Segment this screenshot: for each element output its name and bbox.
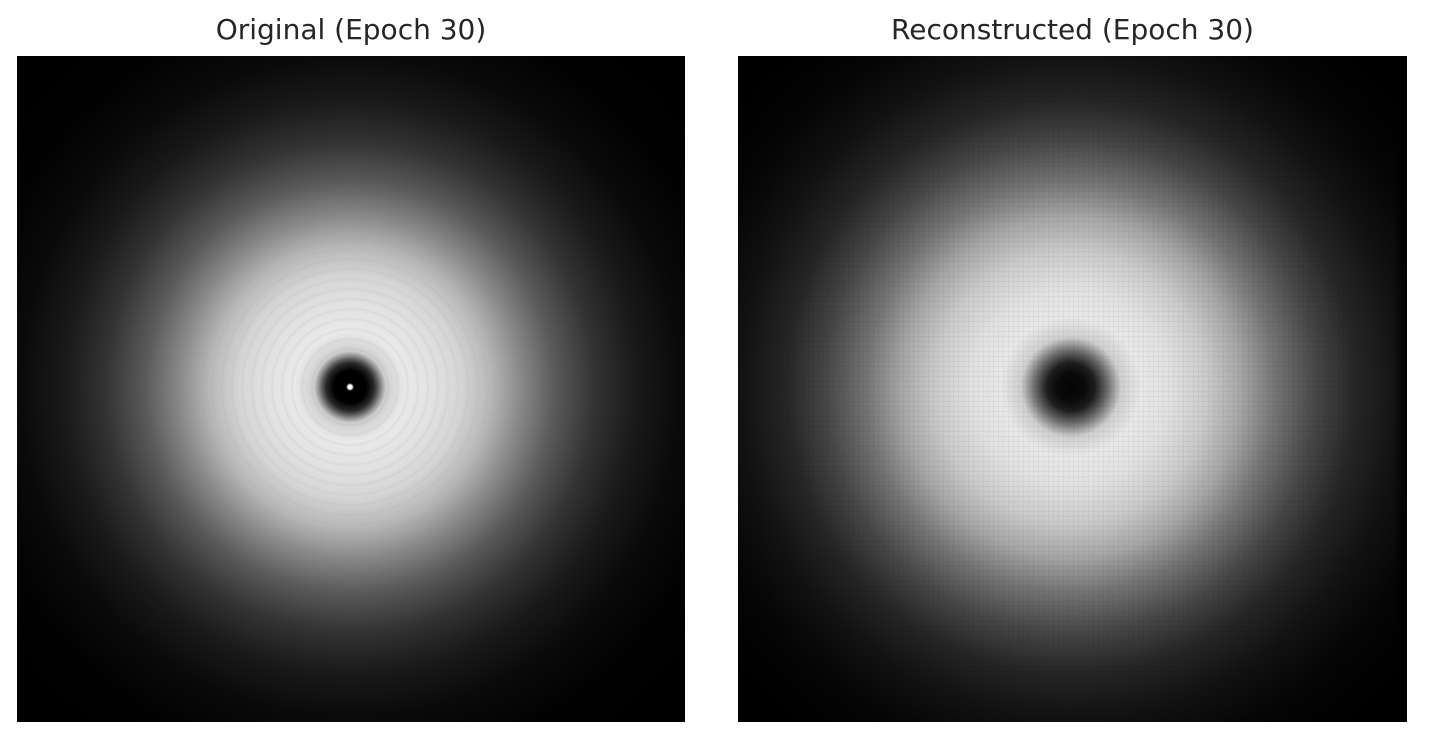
- reconstructed-panel-title: Reconstructed (Epoch 30): [891, 13, 1254, 46]
- original-diffraction-pattern: [17, 56, 685, 722]
- reconstructed-grain-texture: [738, 56, 1407, 722]
- original-image: [17, 56, 685, 722]
- original-ring-texture: [17, 56, 685, 722]
- original-panel-title: Original (Epoch 30): [215, 13, 487, 46]
- reconstructed-image: [738, 56, 1407, 722]
- reconstructed-right-edge-shade: [1393, 56, 1407, 722]
- reconstructed-diffraction-pattern: [738, 56, 1407, 722]
